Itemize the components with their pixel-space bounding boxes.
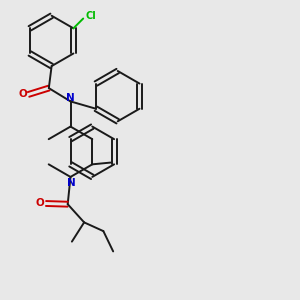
Text: O: O — [18, 89, 27, 99]
Text: O: O — [36, 199, 44, 208]
Text: Cl: Cl — [85, 11, 96, 21]
Text: N: N — [67, 178, 76, 188]
Text: N: N — [66, 93, 75, 103]
